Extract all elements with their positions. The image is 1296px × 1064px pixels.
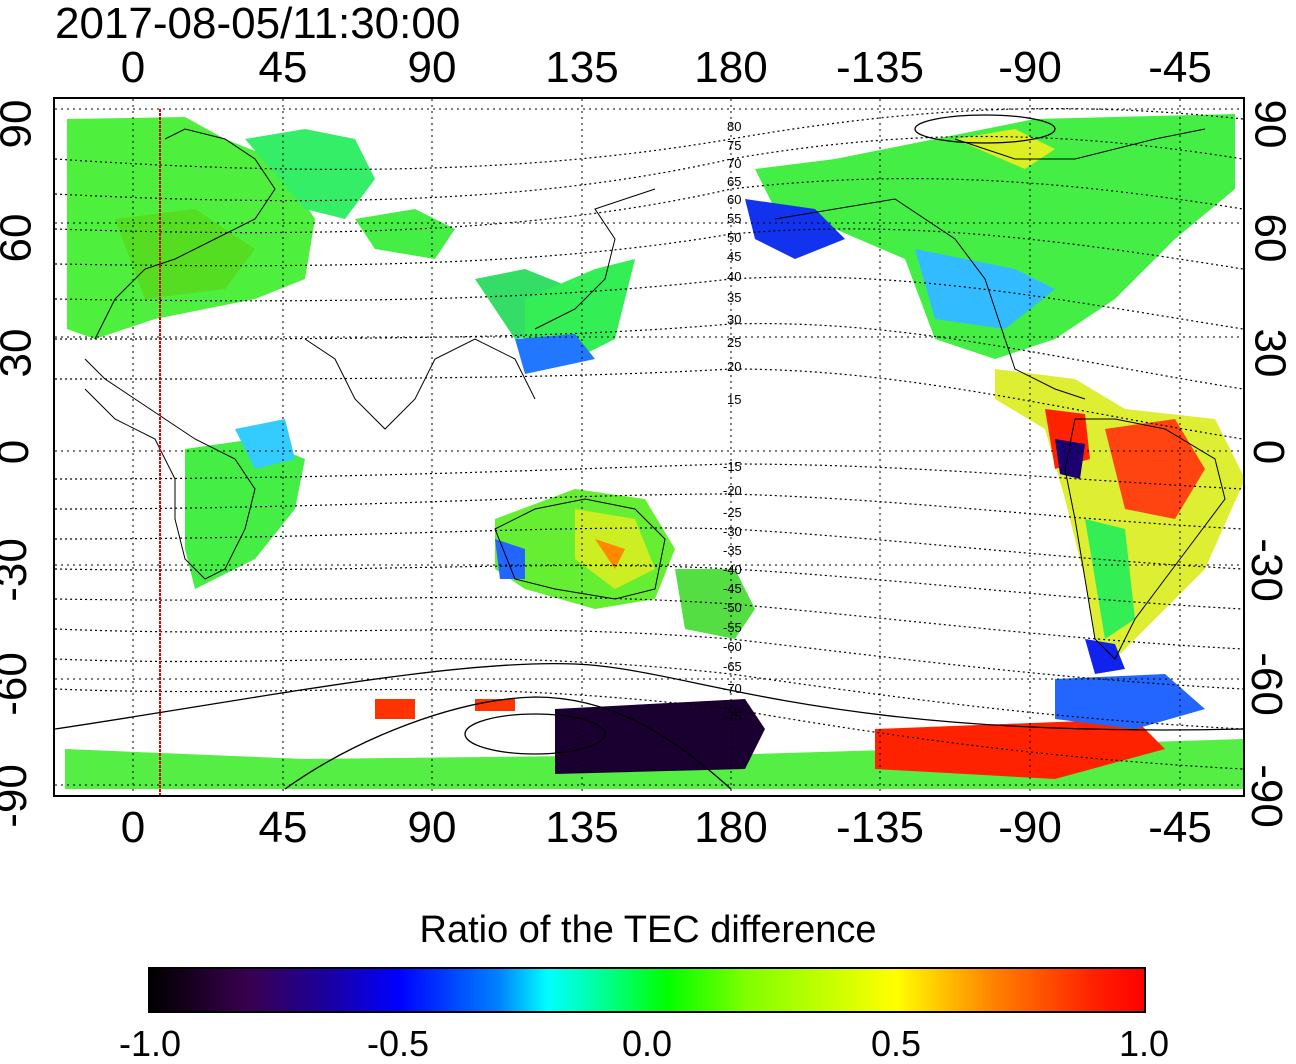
top-tick-135: 135 [545, 43, 619, 92]
contour-label-m45: -45 [723, 581, 742, 596]
contour-label-35: 35 [727, 290, 741, 305]
right-tick-m30: -30 [1241, 538, 1291, 602]
right-tick-m60: -60 [1241, 652, 1291, 716]
left-tick-m60: -60 [0, 652, 36, 716]
colorbar-tick-05: 0.5 [870, 1023, 922, 1064]
top-tick-45: 45 [258, 43, 308, 92]
contour-label-65: 65 [727, 174, 741, 189]
right-tick-60: 60 [1245, 213, 1295, 263]
colorbar [148, 967, 1146, 1013]
contour-labels: 80 75 70 65 60 55 50 45 40 35 30 25 20 1… [723, 119, 742, 724]
top-tick-m45: -45 [1148, 43, 1212, 92]
left-tick-m30: -30 [0, 538, 36, 602]
left-tick-90: 90 [0, 99, 41, 149]
contour-label-m40: -40 [723, 562, 742, 577]
bottom-tick-90: 90 [407, 803, 457, 852]
contour-label-m35: -35 [723, 543, 742, 558]
contour-label-m15: -15 [723, 459, 742, 474]
contour-label-m60: -60 [723, 639, 742, 654]
contour-label-70: 70 [727, 156, 741, 171]
contour-label-m50: -50 [723, 600, 742, 615]
contour-label-m75: -75 [723, 709, 742, 724]
contour-label-50: 50 [727, 230, 741, 245]
right-tick-30: 30 [1245, 328, 1295, 378]
colorbar-tick-1: 1.0 [1118, 1023, 1170, 1064]
left-tick-60: 60 [0, 213, 41, 263]
contour-label-25: 25 [727, 335, 741, 350]
left-tick-m90: -90 [0, 764, 36, 828]
colorbar-label: Ratio of the TEC difference [419, 909, 877, 951]
south-pole-contours [55, 114, 1243, 790]
contour-label-m30: -30 [723, 524, 742, 539]
contour-label-55: 55 [727, 211, 741, 226]
bottom-tick-135: 135 [545, 803, 619, 852]
contour-label-80: 80 [727, 119, 741, 134]
bottom-tick-0: 0 [120, 803, 146, 852]
left-tick-0: 0 [0, 440, 38, 464]
bottom-tick-m135: -135 [835, 803, 925, 852]
contour-label-m70: -70 [723, 681, 742, 696]
contour-label-60: 60 [727, 192, 741, 207]
contour-label-40: 40 [727, 269, 741, 284]
colorbar-tick-0: 0.0 [621, 1023, 673, 1064]
bottom-tick-m45: -45 [1148, 803, 1212, 852]
right-tick-m90: -90 [1241, 764, 1291, 828]
top-tick-0: 0 [120, 43, 146, 92]
bottom-tick-180: 180 [694, 803, 768, 852]
contour-label-15: 15 [727, 392, 741, 407]
top-tick-m135: -135 [835, 43, 925, 92]
graticule [55, 99, 1243, 795]
right-tick-0: 0 [1244, 439, 1294, 465]
right-tick-90: 90 [1245, 99, 1295, 149]
contour-label-m65: -65 [723, 659, 742, 674]
bottom-tick-m90: -90 [998, 803, 1062, 852]
top-tick-90: 90 [407, 43, 457, 92]
contour-label-20: 20 [727, 359, 741, 374]
colorbar-tick-m05: -0.5 [366, 1023, 430, 1064]
contour-label-45: 45 [727, 249, 741, 264]
contour-label-m25: -25 [723, 505, 742, 520]
tec-map: 80 75 70 65 60 55 50 45 40 35 30 25 20 1… [55, 99, 1243, 795]
tec-data-layer [65, 114, 1243, 789]
left-tick-30: 30 [0, 328, 41, 378]
map-frame: 80 75 70 65 60 55 50 45 40 35 30 25 20 1… [53, 97, 1245, 797]
magnetic-contours [55, 107, 1243, 770]
contour-label-m20: -20 [723, 483, 742, 498]
coastlines [84, 128, 1226, 660]
colorbar-tick-m1: -1.0 [118, 1023, 182, 1064]
top-tick-m90: -90 [998, 43, 1062, 92]
map-title: 2017-08-05/11:30:00 [55, 0, 461, 48]
bottom-tick-45: 45 [258, 803, 308, 852]
contour-label-30: 30 [727, 312, 741, 327]
contour-label-75: 75 [727, 138, 741, 153]
contour-label-m55: -55 [723, 620, 742, 635]
top-tick-180: 180 [694, 43, 768, 92]
